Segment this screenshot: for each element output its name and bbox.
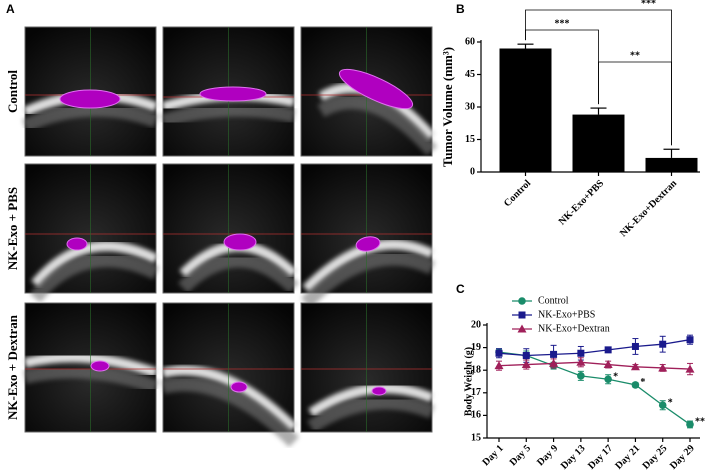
point [631,342,639,350]
legend-marker [518,311,526,319]
tumor [59,89,121,109]
x-tick-label: NK-Exo+PBS [557,178,607,228]
tumor [230,381,248,393]
x-tick-label: Day 17 [586,443,615,471]
tumor [371,386,387,396]
series-line [498,351,691,425]
point [495,349,503,357]
point [494,361,504,370]
row-label: Control [5,70,20,113]
tissue [23,364,159,394]
point [577,372,585,380]
tissue [301,251,436,308]
point [658,363,668,372]
legend-label: Control [538,295,569,306]
tissue [161,365,298,432]
y-axis-label: Body Weight (g) [463,347,474,416]
tumor [355,236,381,252]
bar [572,114,625,172]
y-tick-label: 60 [465,36,475,47]
tissue [23,352,158,378]
y-axis-label: Tumor Volume (mm³) [440,47,455,167]
row-label: NK-Exo + Dextran [5,314,20,420]
point [686,420,694,429]
point [686,336,694,344]
y-tick-label: 18 [471,364,481,375]
series-line [498,361,691,370]
point [604,375,612,384]
significance-label: *** [555,18,570,29]
point [631,381,640,389]
bar [499,48,552,172]
tissue [178,253,299,294]
y-tick-label: 15 [471,432,481,443]
significance-label: ** [630,50,640,61]
point [685,364,695,373]
x-tick-label: Day 1 [480,443,505,468]
significance-bracket [598,61,672,146]
ultrasound-grid [22,26,438,447]
point [549,358,559,367]
point [658,401,667,410]
x-tick-label: Control [502,178,533,209]
x-tick-label: NK-Exo+Dextran [618,178,680,240]
significance-label: * [613,372,618,383]
point [576,357,586,366]
tissue [307,395,435,433]
x-tick-label: Day 13 [559,443,588,471]
tissue [161,377,299,447]
y-tick-label: 17 [471,387,481,398]
x-tick-label: Day 9 [535,443,560,468]
x-tick-label: Day 29 [668,443,697,471]
significance-label: *** [641,0,656,9]
tumor [90,360,110,372]
significance-label: * [640,377,645,388]
point [603,360,613,369]
point [604,346,612,354]
tissue [317,95,438,156]
tumor [199,86,267,102]
significance-label: ** [695,417,705,428]
y-tick-label: 0 [470,166,475,177]
point [550,350,558,358]
tissue [308,383,434,418]
legend-marker [518,297,526,305]
tumor [338,68,414,110]
y-tick-label: 45 [465,69,475,80]
point [659,340,667,348]
y-tick-label: 19 [471,342,481,353]
x-tick-label: Day 21 [613,443,642,471]
panel-label: B [456,2,465,16]
x-tick-label: Day 25 [641,443,670,471]
point [522,352,530,360]
panel-label: A [6,2,15,16]
bar [645,157,698,172]
y-tick-label: 15 [465,134,475,145]
tumor [66,237,88,251]
point [630,362,640,371]
y-tick-label: 20 [471,319,481,330]
point [577,349,585,357]
legend-label: NK-Exo+Dextran [538,323,610,334]
y-tick-label: 16 [471,410,481,421]
panel-label: C [456,282,465,296]
legend-marker [517,324,527,333]
y-tick-label: 30 [465,101,475,112]
point [521,360,531,369]
row-label: NK-Exo + PBS [5,187,20,270]
legend-label: NK-Exo+PBS [538,309,595,320]
significance-label: * [668,398,673,409]
x-tick-label: Day 5 [508,443,533,468]
series-line [498,339,691,357]
tumor [223,233,257,251]
